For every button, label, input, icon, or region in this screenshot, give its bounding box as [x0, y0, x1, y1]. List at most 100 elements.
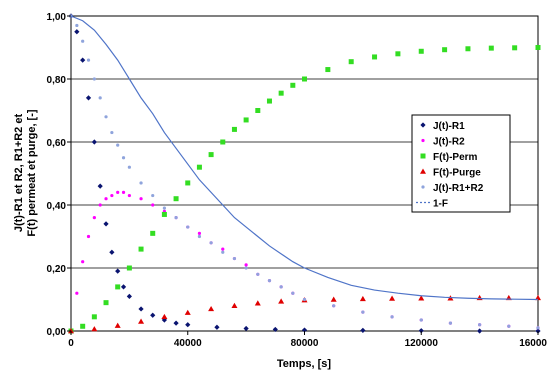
data-point	[150, 230, 156, 236]
data-point	[80, 323, 86, 329]
data-point	[116, 190, 120, 194]
data-point	[359, 295, 366, 302]
data-point	[185, 180, 191, 186]
series-line	[70, 15, 539, 301]
data-point	[290, 82, 296, 88]
data-point	[360, 327, 366, 333]
data-point	[418, 328, 424, 334]
data-point	[174, 216, 178, 220]
data-point	[418, 48, 424, 54]
data-point	[266, 98, 272, 104]
data-point	[98, 96, 102, 100]
data-point	[138, 318, 145, 324]
data-point	[184, 309, 191, 315]
x-tick-label: 80000	[291, 338, 319, 349]
data-point	[256, 272, 260, 276]
y-tick-label: 0,40	[47, 201, 67, 212]
legend-label-j-t-r1-r2: J(t)-R1+R2	[433, 183, 484, 194]
data-point	[121, 156, 126, 160]
data-point	[536, 326, 540, 330]
tick-labels: 0,00 0,20 0,40 0,60 0,80 1,00 0 40000 80000 12000…	[47, 12, 548, 349]
data-point	[81, 260, 85, 264]
data-point	[173, 196, 179, 202]
data-point	[221, 247, 225, 251]
legend-label-j-t-r1: J(t)-R1	[433, 121, 465, 132]
data-point	[114, 322, 121, 328]
data-point	[92, 216, 96, 220]
data-point	[196, 164, 202, 170]
data-point	[535, 45, 541, 50]
y-tick-label: 1,00	[47, 12, 67, 23]
data-point	[267, 279, 272, 283]
data-point	[162, 206, 166, 210]
data-point	[302, 297, 307, 302]
y-tick-label: 0,20	[47, 264, 67, 275]
data-point	[254, 300, 261, 306]
series-layer	[68, 13, 541, 334]
data-point	[244, 263, 248, 267]
data-point	[330, 296, 337, 302]
data-point	[103, 300, 109, 306]
data-point	[197, 234, 202, 239]
data-point	[221, 250, 225, 254]
y-axis-title-line-1: J(t)-R1 et R2, R1+R2 et	[13, 114, 25, 233]
data-point	[185, 322, 191, 328]
y-tick-label: 0,00	[47, 327, 67, 338]
data-point	[361, 310, 365, 314]
data-point	[390, 315, 394, 319]
data-point	[97, 183, 103, 189]
x-axis-title: Temps, [s]	[277, 358, 332, 370]
data-point	[75, 291, 79, 295]
data-point	[92, 77, 96, 81]
data-point	[75, 23, 79, 28]
data-point	[348, 59, 354, 65]
data-point	[115, 268, 121, 274]
data-point	[214, 324, 220, 330]
data-point	[208, 305, 215, 312]
legend-swatch-j-t-r1-r2	[421, 185, 425, 189]
data-point	[126, 293, 132, 299]
data-point	[138, 306, 144, 312]
data-point	[121, 190, 126, 194]
data-point	[291, 291, 295, 295]
data-point	[74, 29, 80, 35]
y-tick-label: 0,80	[47, 75, 67, 86]
y-axis-title-line-2: F(t) permeat et purge, [-]	[26, 109, 38, 236]
legend-swatch-f-t-purge	[420, 168, 426, 174]
series-j-t-r1-r2	[69, 14, 540, 330]
data-point	[86, 234, 91, 239]
x-tick-label: 16000	[519, 338, 547, 349]
data-point	[507, 324, 511, 328]
data-point	[91, 326, 98, 332]
legend-label-f-t-purge: F(t)-Purge	[433, 168, 481, 179]
data-point	[332, 304, 336, 308]
data-point	[161, 313, 168, 320]
data-point	[232, 256, 237, 261]
legend-swatch-j-t-r1	[420, 122, 426, 128]
data-point	[127, 165, 131, 169]
data-point	[161, 211, 167, 217]
data-point	[419, 318, 423, 322]
data-point	[85, 95, 92, 101]
data-point	[161, 317, 167, 323]
data-point	[151, 203, 155, 207]
legend-label-1-f: 1-F	[433, 199, 448, 210]
data-point	[535, 294, 541, 301]
data-point	[244, 266, 248, 270]
data-point	[418, 295, 425, 301]
data-point	[116, 143, 120, 147]
data-point	[115, 284, 121, 290]
data-point	[103, 221, 109, 227]
series-1-f	[70, 15, 539, 301]
data-point	[243, 117, 249, 123]
data-point	[120, 284, 127, 290]
data-point	[255, 108, 261, 113]
legend-label-j-t-r2: J(t)-R2	[433, 137, 465, 148]
data-point	[91, 314, 97, 320]
legend-swatch-j-t-r2	[421, 138, 425, 143]
legend-label-f-t-perm: F(t)-Perm	[433, 152, 478, 163]
data-point	[208, 152, 214, 158]
data-point	[272, 326, 278, 333]
y-tick-label: 0,60	[47, 138, 67, 149]
